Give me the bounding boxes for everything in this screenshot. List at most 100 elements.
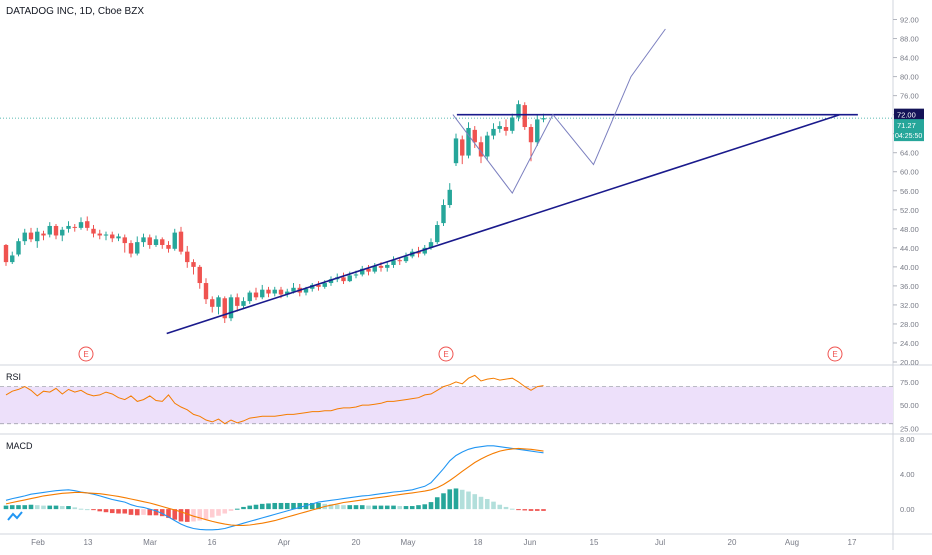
macd-histogram-bar[interactable] xyxy=(334,504,340,510)
macd-histogram-bar[interactable] xyxy=(484,499,490,510)
macd-histogram-bar[interactable] xyxy=(434,497,440,510)
macd-histogram-bar[interactable] xyxy=(153,509,159,516)
macd-histogram-bar[interactable] xyxy=(84,509,90,511)
candle[interactable] xyxy=(472,126,477,148)
candle[interactable] xyxy=(28,227,34,243)
candle[interactable] xyxy=(241,297,246,309)
macd-histogram-bar[interactable] xyxy=(409,506,415,510)
macd-histogram-bar[interactable] xyxy=(209,509,215,518)
trendline[interactable] xyxy=(166,113,841,335)
macd-histogram-bar[interactable] xyxy=(447,489,453,510)
macd-histogram-bar[interactable] xyxy=(453,488,459,510)
macd-histogram-bar[interactable] xyxy=(297,502,303,510)
candle[interactable] xyxy=(341,272,346,284)
macd-histogram-bar[interactable] xyxy=(516,509,521,511)
candle[interactable] xyxy=(178,226,184,255)
candle[interactable] xyxy=(497,121,502,133)
candle[interactable] xyxy=(222,296,227,323)
macd-histogram-bar[interactable] xyxy=(366,505,371,510)
candle[interactable] xyxy=(385,261,390,272)
macd-histogram-bar[interactable] xyxy=(16,505,21,510)
macd-histogram-bar[interactable] xyxy=(166,509,171,518)
macd-histogram-bar[interactable] xyxy=(284,502,290,510)
macd-histogram-bar[interactable] xyxy=(134,509,140,516)
candle[interactable] xyxy=(72,224,77,232)
candle[interactable] xyxy=(166,241,171,253)
macd-line[interactable] xyxy=(5,445,544,531)
earnings-marker[interactable] xyxy=(827,346,843,362)
macd-histogram-bar[interactable] xyxy=(147,509,153,516)
macd-histogram-bar[interactable] xyxy=(266,503,271,510)
candle[interactable] xyxy=(453,133,459,167)
candle[interactable] xyxy=(103,231,109,241)
candle[interactable] xyxy=(35,227,40,248)
macd-histogram-bar[interactable] xyxy=(97,509,103,512)
macd-histogram-bar[interactable] xyxy=(466,491,471,510)
earnings-marker[interactable] xyxy=(438,346,454,362)
macd-histogram-bar[interactable] xyxy=(378,505,384,510)
macd-histogram-bar[interactable] xyxy=(141,509,146,515)
candle[interactable] xyxy=(160,237,165,249)
macd-histogram-bar[interactable] xyxy=(422,504,428,510)
candle[interactable] xyxy=(235,293,240,312)
macd-histogram-bar[interactable] xyxy=(359,505,365,510)
macd-histogram-bar[interactable] xyxy=(391,505,396,510)
macd-histogram-bar[interactable] xyxy=(91,509,96,511)
macd-histogram-bar[interactable] xyxy=(497,504,503,510)
macd-histogram-bar[interactable] xyxy=(528,509,534,511)
projection-path[interactable] xyxy=(452,28,666,195)
candle[interactable] xyxy=(478,136,484,164)
candle[interactable] xyxy=(203,278,209,304)
macd-histogram-bar[interactable] xyxy=(509,508,515,510)
candle[interactable] xyxy=(210,296,215,313)
candle[interactable] xyxy=(172,228,177,251)
macd-histogram-bar[interactable] xyxy=(503,506,509,510)
macd-histogram-bar[interactable] xyxy=(72,507,78,510)
macd-histogram-bar[interactable] xyxy=(122,509,128,514)
candle[interactable] xyxy=(441,199,446,226)
macd-histogram-bar[interactable] xyxy=(222,509,228,514)
macd-histogram-bar[interactable] xyxy=(9,505,15,510)
macd-histogram-bar[interactable] xyxy=(316,502,321,510)
candle[interactable] xyxy=(366,264,371,276)
candle[interactable] xyxy=(60,226,65,242)
macd-histogram-bar[interactable] xyxy=(78,508,84,510)
macd-histogram-bar[interactable] xyxy=(341,505,346,510)
macd-histogram-bar[interactable] xyxy=(253,504,259,510)
macd-histogram-bar[interactable] xyxy=(291,502,296,510)
macd-histogram-bar[interactable] xyxy=(34,505,40,510)
candle[interactable] xyxy=(135,236,140,256)
candle[interactable] xyxy=(47,222,52,238)
macd-histogram-bar[interactable] xyxy=(128,509,134,515)
macd-histogram-bar[interactable] xyxy=(428,502,434,510)
candle[interactable] xyxy=(10,251,15,265)
macd-histogram-bar[interactable] xyxy=(347,505,353,510)
macd-histogram-bar[interactable] xyxy=(66,506,71,510)
candle[interactable] xyxy=(485,131,490,161)
macd-histogram-bar[interactable] xyxy=(172,509,178,520)
macd-histogram-bar[interactable] xyxy=(459,489,465,510)
candle[interactable] xyxy=(97,229,102,240)
candle[interactable] xyxy=(128,240,134,258)
candle[interactable] xyxy=(197,264,202,289)
candle[interactable] xyxy=(116,233,121,242)
macd-histogram-bar[interactable] xyxy=(28,504,34,510)
candle[interactable] xyxy=(78,217,84,230)
candle[interactable] xyxy=(91,225,96,238)
candle[interactable] xyxy=(503,119,509,136)
candle[interactable] xyxy=(460,135,465,165)
macd-histogram-bar[interactable] xyxy=(197,509,203,521)
macd-histogram-bar[interactable] xyxy=(372,505,378,510)
macd-histogram-bar[interactable] xyxy=(416,505,421,510)
candle[interactable] xyxy=(522,102,527,130)
candle[interactable] xyxy=(228,294,234,322)
candle[interactable] xyxy=(491,123,496,140)
candle[interactable] xyxy=(66,221,71,233)
earnings-marker[interactable] xyxy=(78,346,94,362)
macd-histogram-bar[interactable] xyxy=(191,509,196,522)
candle[interactable] xyxy=(260,284,265,300)
candle[interactable] xyxy=(466,122,471,159)
macd-histogram-bar[interactable] xyxy=(491,501,496,510)
macd-histogram-bar[interactable] xyxy=(541,509,546,511)
